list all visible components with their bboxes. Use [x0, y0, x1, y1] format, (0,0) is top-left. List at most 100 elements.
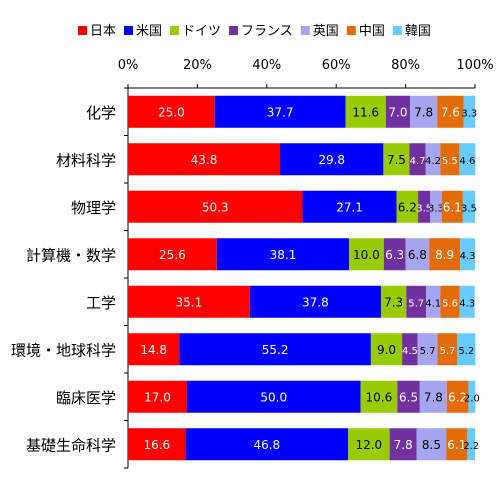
bar-value-label: 6.1: [443, 200, 462, 214]
bar-value-label: 7.8: [424, 390, 443, 404]
bar-value-label: 7.5: [387, 153, 406, 167]
bar-segment: [462, 190, 475, 223]
bar-value-label: 8.5: [422, 438, 441, 452]
bar-segment: [406, 285, 427, 318]
legend-label: フランス: [241, 24, 293, 39]
bar-segment: [128, 143, 280, 176]
bar-value-label: 27.1: [336, 200, 363, 214]
legend-swatch: [78, 26, 87, 35]
bar-value-label: 3.3: [428, 203, 444, 214]
category-label: 環境・地球科学: [11, 341, 116, 359]
legend-swatch: [170, 26, 180, 35]
bar-value-label: 12.0: [355, 438, 382, 452]
bar-value-label: 6.8: [408, 248, 427, 262]
bar-value-label: 9.0: [377, 343, 396, 357]
bar-value-label: 6.5: [399, 390, 418, 404]
bar-segment: [417, 333, 438, 366]
legend-label: 韓国: [405, 24, 431, 39]
legend-label: 米国: [136, 24, 162, 39]
bar-segment: [128, 238, 217, 271]
bar-segment: [405, 238, 430, 271]
bar-value-label: 17.0: [144, 390, 171, 404]
category-label: 物理学: [71, 199, 116, 217]
bar-segment: [430, 190, 442, 223]
bar-value-label: 11.6: [352, 105, 379, 119]
bar-value-label: 55.2: [262, 343, 289, 357]
bar-segment: [397, 380, 420, 413]
bar-segment: [128, 285, 250, 318]
bar-segment: [396, 190, 419, 223]
bar-segment: [419, 380, 447, 413]
bar-segment: [186, 380, 361, 413]
bar-segment: [437, 333, 458, 366]
bar-segment: [185, 428, 348, 461]
bar-value-label: 5.5: [442, 156, 458, 167]
bar-value-label: 6.3: [385, 248, 404, 262]
bar-value-label: 5.7: [439, 346, 455, 357]
bar-segment: [128, 95, 215, 128]
bar-value-label: 4.3: [460, 251, 476, 262]
bar-value-label: 4.7: [410, 156, 426, 167]
legend-label: ドイツ: [182, 24, 221, 39]
bar-segment: [409, 143, 426, 176]
bar-value-label: 10.0: [353, 248, 380, 262]
bar-value-label: 2.2: [463, 441, 479, 452]
bar-value-label: 14.8: [140, 343, 167, 357]
legend-swatch: [300, 26, 310, 35]
bar-value-label: 3.5: [461, 203, 477, 214]
bar-segment: [463, 95, 475, 128]
bar-value-label: 4.6: [459, 156, 475, 167]
bar-segment: [437, 95, 464, 128]
category-label: 工学: [86, 294, 116, 312]
legend-swatch: [124, 26, 134, 35]
legend-label: 日本: [90, 24, 116, 39]
bar-value-label: 4.3: [459, 298, 475, 309]
bar-segment: [249, 285, 381, 318]
bar-value-label: 2.0: [464, 393, 480, 404]
bar-segment: [429, 238, 461, 271]
bar-segment: [440, 143, 460, 176]
category-label: 計算機・数学: [26, 246, 116, 264]
x-axis: 0% 20% 40% 60% 80% 100%: [118, 58, 494, 89]
bar-segment: [468, 380, 476, 413]
bar-value-label: 25.6: [159, 248, 186, 262]
bar-segment: [459, 143, 476, 176]
bar-value-label: 10.6: [366, 390, 393, 404]
bar-value-label: 7.8: [414, 105, 433, 119]
bar-segment: [380, 285, 407, 318]
bar-segment: [370, 333, 403, 366]
bar-value-label: 46.8: [253, 438, 280, 452]
category-label: 基礎生命科学: [26, 436, 116, 454]
bar-segment: [349, 238, 384, 271]
bar-segment: [440, 285, 460, 318]
bar-value-label: 50.3: [202, 200, 229, 214]
legend-swatch: [229, 26, 239, 35]
bar-value-label: 4.2: [425, 156, 441, 167]
legend-label: 中国: [359, 24, 385, 39]
bar-segment: [128, 380, 187, 413]
bar-segment: [446, 380, 469, 413]
bar-value-label: 35.1: [176, 295, 203, 309]
legend-label: 英国: [313, 24, 339, 39]
category-label: 化学: [86, 104, 116, 122]
x-tick-label: 60%: [322, 58, 351, 73]
bar-segment: [385, 95, 411, 128]
bar-value-label: 16.6: [143, 438, 170, 452]
bar-value-label: 50.0: [260, 390, 287, 404]
bar-value-label: 5.2: [458, 346, 474, 357]
bar-segment: [425, 143, 441, 176]
bar-segment: [402, 333, 418, 366]
bar-segment: [347, 428, 390, 461]
bar-segment: [214, 95, 346, 128]
bar-value-label: 7.8: [394, 438, 413, 452]
bar-value-label: 29.8: [318, 153, 345, 167]
category-label: 材料科学: [56, 151, 116, 169]
bar-value-label: 37.7: [267, 105, 294, 119]
bar-segment: [446, 428, 468, 461]
bar-value-label: 5.6: [442, 298, 458, 309]
bar-value-label: 8.9: [435, 248, 454, 262]
bar-segment: [279, 143, 384, 176]
